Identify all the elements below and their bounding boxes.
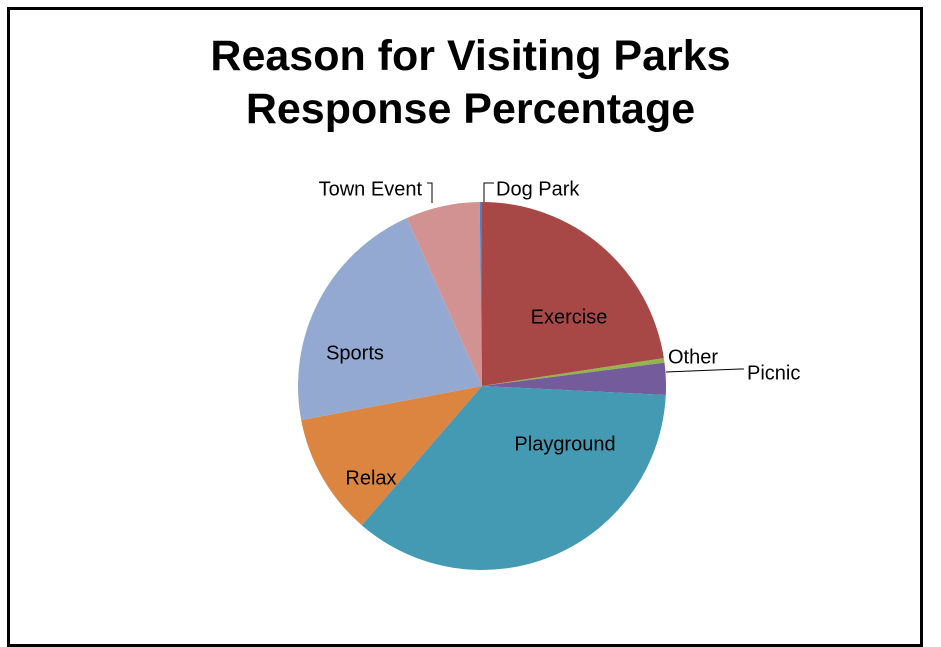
pie-slice-other: [482, 358, 665, 386]
slice-label-dog-park: Dog Park: [496, 178, 580, 200]
pie-slice-exercise: [482, 202, 664, 386]
chart-title: Reason for Visiting Parks Response Perce…: [0, 30, 941, 136]
leader-line-picnic: [665, 368, 744, 373]
pie-slice-dog-park: [479, 201, 482, 386]
slice-label-sports: Sports: [326, 342, 384, 364]
pie-slice-town-event: [406, 202, 482, 386]
leader-line-town-event: [427, 182, 433, 203]
chart-title-line-1: Reason for Visiting Parks: [210, 32, 731, 80]
slice-label-exercise: Exercise: [531, 306, 608, 328]
slice-label-playground: Playground: [514, 433, 615, 455]
pie-slice-picnic: [482, 362, 666, 395]
chart-title-line-2: Response Percentage: [245, 85, 696, 133]
pie-chart: Exercise Other Picnic Playground Relax Sports…: [298, 178, 800, 571]
slice-label-picnic: Picnic: [747, 362, 800, 384]
slice-label-other: Other: [668, 346, 718, 368]
pie-slice-playground: [361, 386, 666, 571]
slice-label-relax: Relax: [345, 467, 396, 489]
slice-label-town-event: Town Event: [319, 178, 423, 200]
pie-slice-relax: [301, 386, 482, 526]
leader-line-dog-park: [483, 182, 494, 202]
pie-slice-sports: [298, 218, 482, 421]
